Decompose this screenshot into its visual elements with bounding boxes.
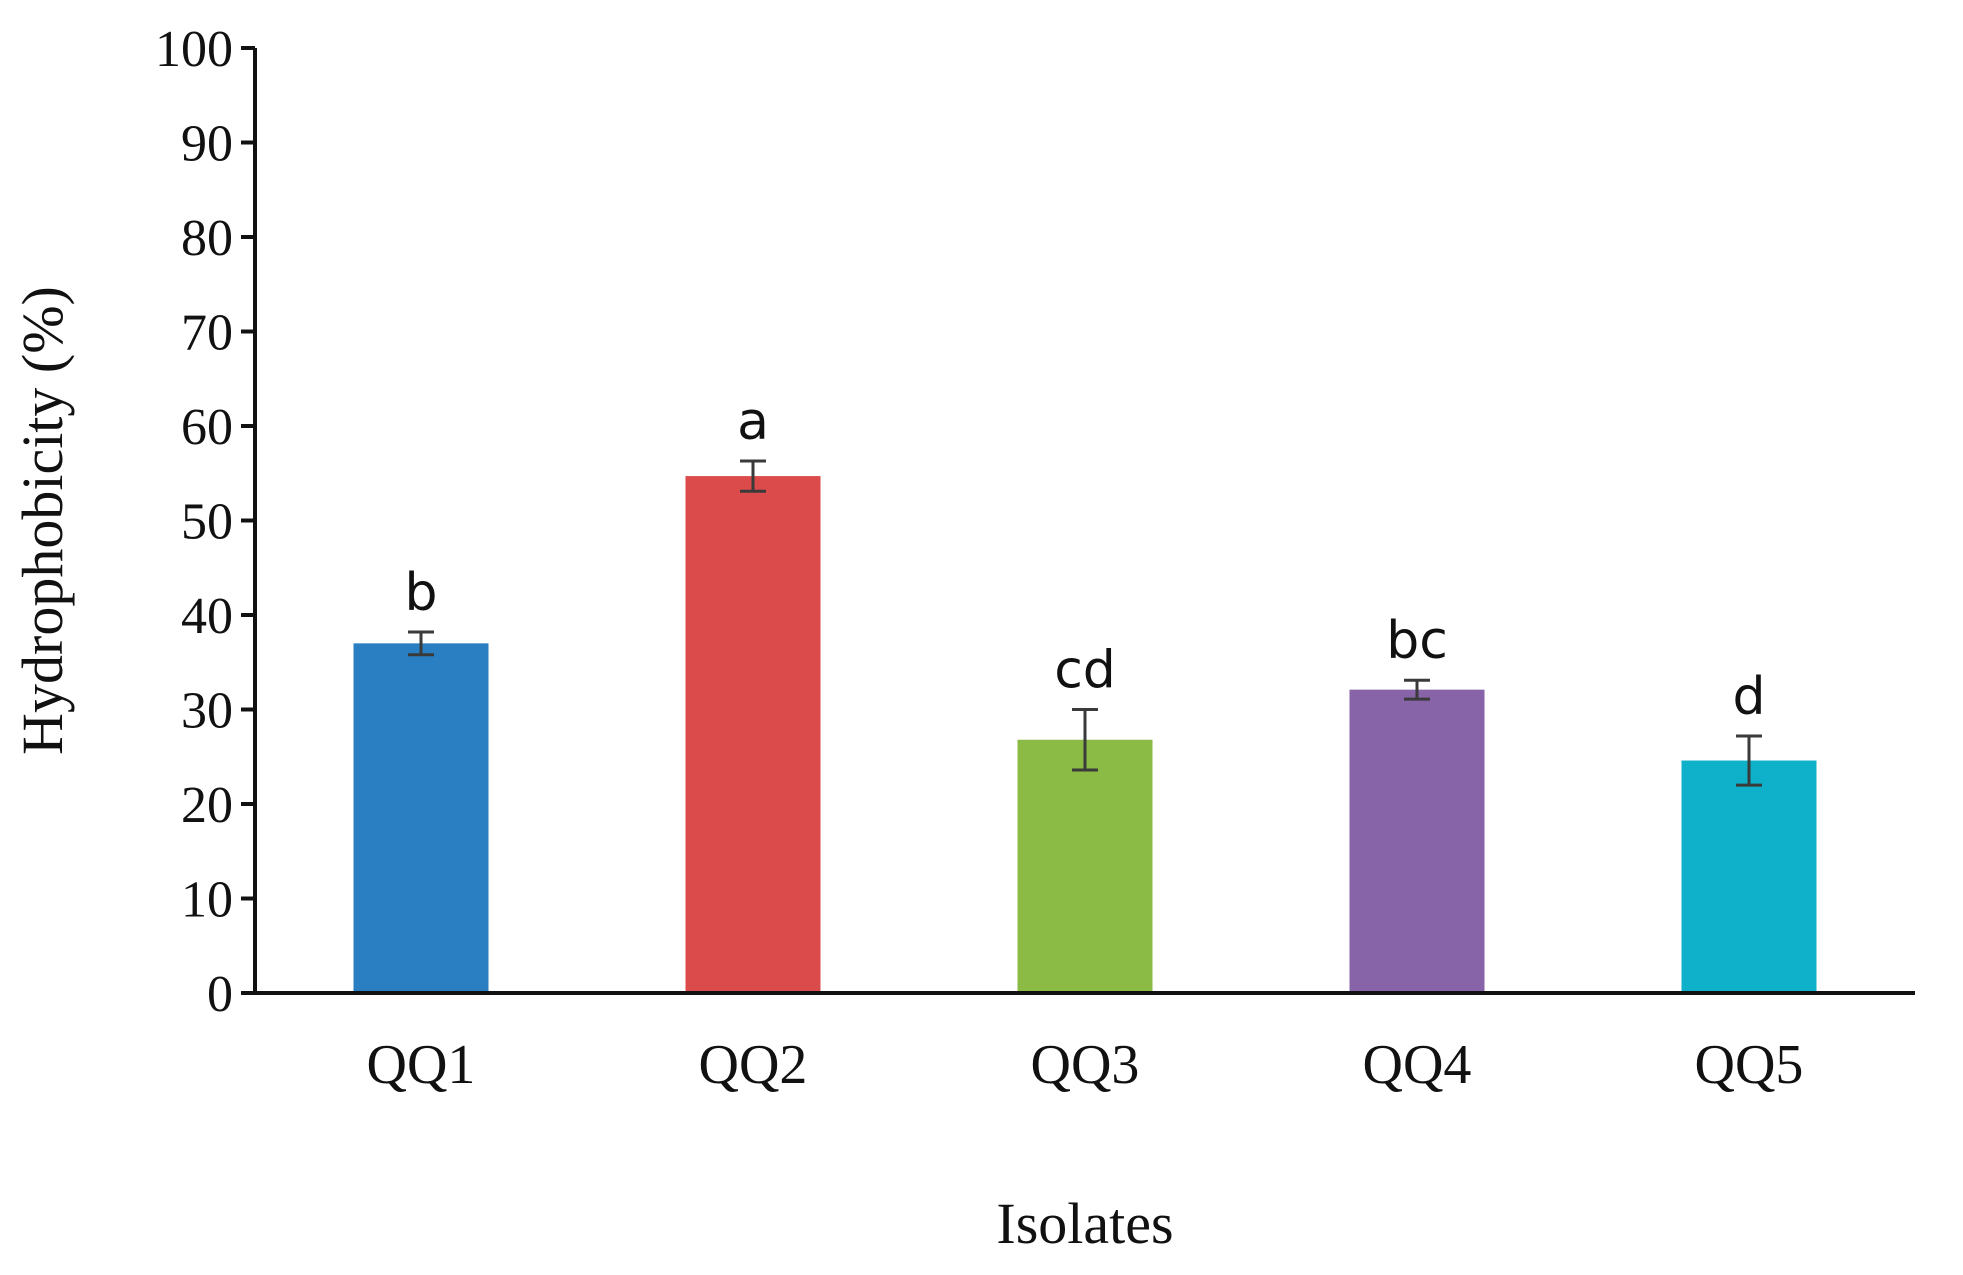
- x-axis-title: Isolates: [996, 1191, 1173, 1256]
- error-bars-group: [408, 459, 1762, 787]
- y-tick-label: 50: [181, 494, 233, 551]
- y-tick-label: 90: [181, 116, 233, 173]
- y-tick-label: 100: [155, 21, 233, 78]
- y-tick-label: 60: [181, 399, 233, 456]
- y-tick-label: 70: [181, 305, 233, 362]
- bar-qq3: [1017, 739, 1153, 993]
- y-tick-label: 10: [181, 872, 233, 929]
- bar-qq2: [685, 476, 821, 994]
- x-tick-label-qq4: QQ4: [1363, 1034, 1472, 1096]
- y-axis-ticks: 0 10 20 30 40 50 60 70 80 90 100: [155, 21, 255, 1023]
- significance-letter-qq2: a: [737, 392, 769, 452]
- y-axis-title: Hydrophobicity (%): [10, 286, 75, 755]
- y-tick-label: 80: [181, 210, 233, 267]
- x-tick-label-qq3: QQ3: [1031, 1034, 1140, 1096]
- significance-letter-qq3: cd: [1054, 641, 1116, 701]
- significance-letter-qq4: bc: [1386, 611, 1448, 671]
- y-tick-label: 30: [181, 683, 233, 740]
- significance-letters-group: b a cd bc d: [404, 392, 1765, 727]
- x-tick-label-qq1: QQ1: [367, 1034, 476, 1096]
- bar-qq5: [1681, 760, 1817, 993]
- y-tick-label: 20: [181, 777, 233, 834]
- x-tick-label-qq5: QQ5: [1695, 1034, 1804, 1096]
- x-tick-label-qq2: QQ2: [699, 1034, 808, 1096]
- bar-qq1: [353, 643, 489, 993]
- bar-qq4: [1349, 689, 1485, 993]
- x-axis-category-labels: QQ1 QQ2 QQ3 QQ4 QQ5: [367, 1034, 1804, 1096]
- y-tick-label: 0: [207, 966, 233, 1023]
- y-tick-label: 40: [181, 588, 233, 645]
- bars-group: [353, 476, 1817, 994]
- significance-letter-qq5: d: [1732, 667, 1765, 727]
- significance-letter-qq1: b: [404, 563, 437, 623]
